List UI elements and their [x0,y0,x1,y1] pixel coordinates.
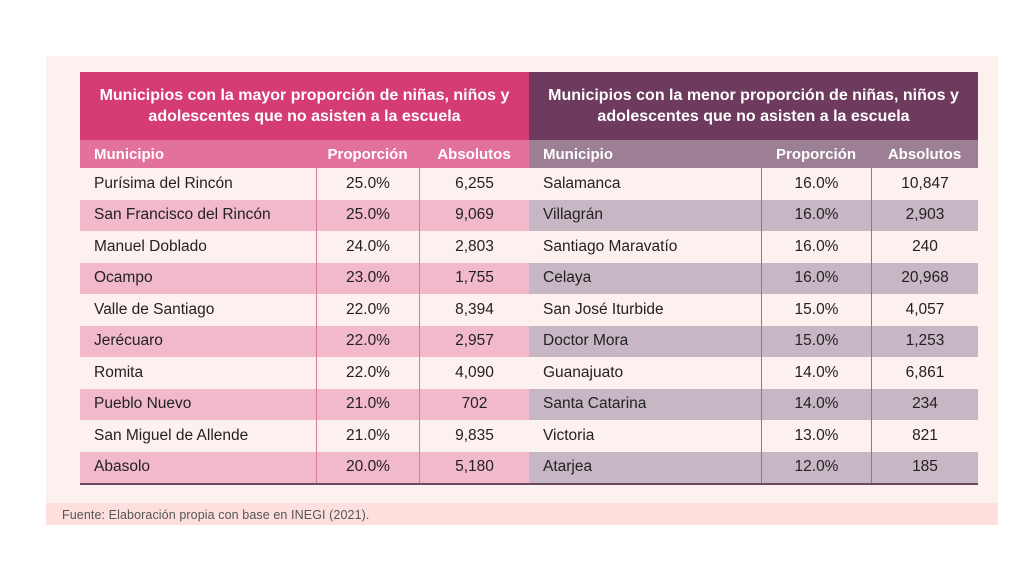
row-municipio: Salamanca [543,174,621,192]
row-proporcion: 25.0% [316,168,419,200]
column-header-proporcion: Proporción [327,145,408,163]
table-row: San Francisco del Rincón 25.0% 9,069 [80,199,529,231]
row-absolutos: 240 [871,231,978,263]
row-proporcion: 16.0% [761,262,871,294]
table-bottom-rule [529,483,978,485]
row-absolutos: 10,847 [871,168,978,200]
column-header-absolutos: Absolutos [437,145,511,163]
column-header-municipio: Municipio [94,145,164,163]
row-municipio: Doctor Mora [543,332,629,350]
table-row: Victoria 13.0% 821 [529,420,978,452]
column-header-proporcion: Proporción [775,145,856,163]
lowest-table-title: Municipios con la menor proporción de ni… [529,72,978,140]
highest-table-body: Purísima del Rincón 25.0% 6,255 San Francis… [80,168,529,483]
row-proporcion: 24.0% [316,231,419,263]
row-municipio: Guanajuato [543,363,624,381]
table-row: Abasolo 20.0% 5,180 [80,451,529,483]
row-proporcion: 25.0% [316,199,419,231]
row-absolutos: 4,090 [419,357,529,389]
highest-table-title: Municipios con la mayor proporción de ni… [80,72,529,140]
lowest-proportion-table: Municipios con la menor proporción de ni… [529,72,978,485]
row-absolutos: 2,803 [419,231,529,263]
row-proporcion: 22.0% [316,357,419,389]
row-proporcion: 16.0% [761,168,871,200]
row-proporcion: 21.0% [316,388,419,420]
table-row: Jerécuaro 22.0% 2,957 [80,325,529,357]
row-municipio: Pueblo Nuevo [94,395,192,413]
row-municipio: Santa Catarina [543,395,647,413]
row-municipio: Abasolo [94,458,151,476]
table-row: Santa Catarina 14.0% 234 [529,388,978,420]
row-municipio: Villagrán [543,206,604,224]
source-note: Fuente: Elaboración propia con base en I… [62,508,370,522]
table-row: San José Iturbide 15.0% 4,057 [529,294,978,326]
table-row: Romita 22.0% 4,090 [80,357,529,389]
column-header-municipio: Municipio [543,145,613,163]
row-proporcion: 16.0% [761,199,871,231]
table-row: San Miguel de Allende 21.0% 9,835 [80,420,529,452]
table-row: Doctor Mora 15.0% 1,253 [529,325,978,357]
table-row: Pueblo Nuevo 21.0% 702 [80,388,529,420]
highest-table-header: Municipio Proporción Absolutos [80,140,529,168]
footer-band [46,503,998,525]
row-municipio: Celaya [543,269,592,287]
row-absolutos: 702 [419,388,529,420]
row-municipio: Jerécuaro [94,332,163,350]
row-municipio: Ocampo [94,269,153,287]
lowest-table-header: Municipio Proporción Absolutos [529,140,978,168]
row-absolutos: 9,835 [419,420,529,452]
row-absolutos: 6,861 [871,357,978,389]
row-absolutos: 6,255 [419,168,529,200]
row-municipio: Victoria [543,426,595,444]
row-absolutos: 5,180 [419,451,529,483]
table-row: Valle de Santiago 22.0% 8,394 [80,294,529,326]
row-proporcion: 14.0% [761,388,871,420]
row-proporcion: 21.0% [316,420,419,452]
row-absolutos: 1,253 [871,325,978,357]
row-absolutos: 1,755 [419,262,529,294]
table-row: Villagrán 16.0% 2,903 [529,199,978,231]
row-municipio: San José Iturbide [543,300,664,318]
row-proporcion: 13.0% [761,420,871,452]
row-proporcion: 15.0% [761,325,871,357]
lowest-table-body: Salamanca 16.0% 10,847 Villagrán 16.0% 2,903 S… [529,168,978,483]
table-row: Manuel Doblado 24.0% 2,803 [80,231,529,263]
column-header-absolutos: Absolutos [887,145,962,163]
row-municipio: San Francisco del Rincón [94,206,271,224]
row-proporcion: 22.0% [316,294,419,326]
row-absolutos: 4,057 [871,294,978,326]
row-absolutos: 20,968 [871,262,978,294]
table-row: Celaya 16.0% 20,968 [529,262,978,294]
table-row: Salamanca 16.0% 10,847 [529,168,978,200]
row-absolutos: 8,394 [419,294,529,326]
row-proporcion: 12.0% [761,451,871,483]
highest-proportion-table: Municipios con la mayor proporción de ni… [80,72,529,485]
row-municipio: Santiago Maravatío [543,237,678,255]
row-municipio: Manuel Doblado [94,237,207,255]
row-municipio: Atarjea [543,458,593,476]
row-proporcion: 16.0% [761,231,871,263]
table-row: Purísima del Rincón 25.0% 6,255 [80,168,529,200]
row-municipio: Valle de Santiago [94,300,215,318]
row-proporcion: 23.0% [316,262,419,294]
row-municipio: San Miguel de Allende [94,426,249,444]
row-absolutos: 821 [871,420,978,452]
row-municipio: Purísima del Rincón [94,174,233,192]
row-proporcion: 14.0% [761,357,871,389]
row-proporcion: 15.0% [761,294,871,326]
row-absolutos: 9,069 [419,199,529,231]
row-proporcion: 22.0% [316,325,419,357]
table-row: Santiago Maravatío 16.0% 240 [529,231,978,263]
table-row: Ocampo 23.0% 1,755 [80,262,529,294]
table-row: Atarjea 12.0% 185 [529,451,978,483]
row-proporcion: 20.0% [316,451,419,483]
row-absolutos: 2,957 [419,325,529,357]
row-absolutos: 234 [871,388,978,420]
row-absolutos: 185 [871,451,978,483]
row-municipio: Romita [94,363,144,381]
table-row: Guanajuato 14.0% 6,861 [529,357,978,389]
row-absolutos: 2,903 [871,199,978,231]
table-bottom-rule [80,483,529,485]
